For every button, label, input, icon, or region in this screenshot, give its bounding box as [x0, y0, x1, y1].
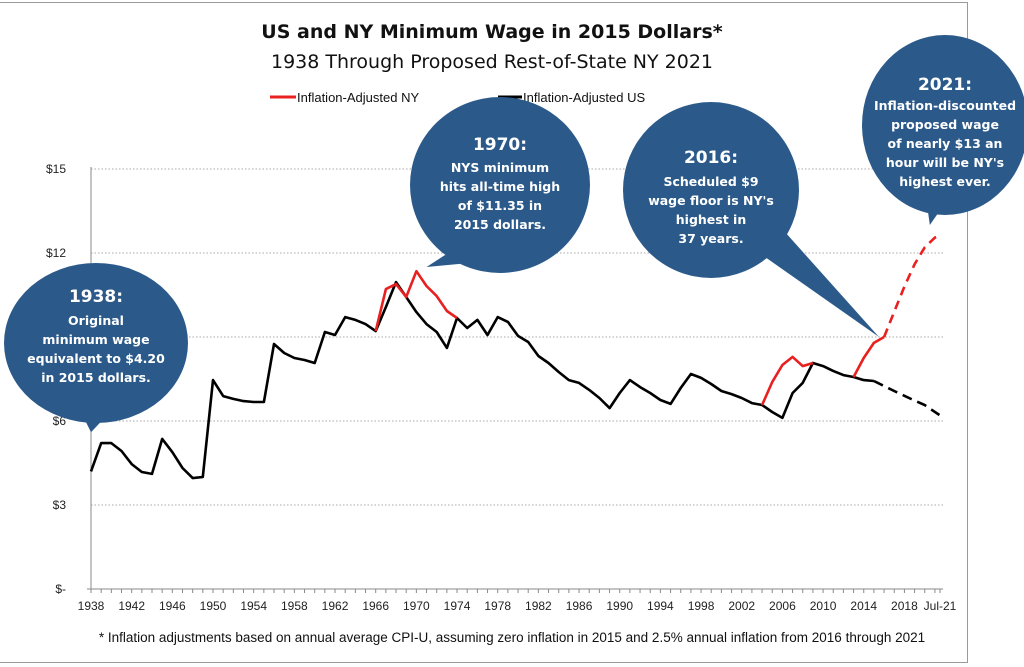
y-tick-label: $3 [53, 498, 67, 512]
footnote: * Inflation adjustments based on annual … [99, 630, 925, 645]
x-tick-label: Jul-21 [924, 599, 957, 613]
legend-label-us: Inflation-Adjusted US [523, 90, 645, 105]
x-tick-label: 2006 [769, 599, 796, 613]
x-tick-label: 1986 [566, 599, 593, 613]
callout-bubble-1970: 1970: NYS minimum hits all-time high of $11… [410, 97, 590, 273]
callout-bubble-2021: 2021: Inflation-discounted proposed wage of… [862, 35, 1024, 225]
ny-line [852, 335, 885, 378]
callout-heading: 1938: [69, 287, 123, 307]
x-tick-label: 1990 [606, 599, 633, 613]
callout-text: proposed wage [891, 117, 999, 132]
x-tick-label: 1946 [159, 599, 186, 613]
callout-pointer [755, 232, 879, 337]
callout-text: of nearly $13 an [888, 136, 1003, 151]
callout-text: equivalent to $4.20 [27, 351, 165, 366]
callout-body [410, 97, 590, 273]
callout-text: highest ever. [899, 174, 991, 189]
callout-text: 2015 dollars. [454, 217, 546, 232]
y-tick-label: $15 [46, 162, 66, 176]
callout-text: Original [68, 313, 124, 328]
callout-body [623, 102, 799, 278]
series [89, 234, 941, 480]
x-tick-label: 2002 [728, 599, 755, 613]
callout-bubble-1938: 1938: Original minimum wage equivalent to $… [4, 263, 188, 433]
x-tick-label: 1962 [322, 599, 349, 613]
x-tick-label: 1978 [484, 599, 511, 613]
callout-heading: 1970: [473, 135, 527, 155]
x-tick-label: 2010 [810, 599, 837, 613]
x-tick-label: 1970 [403, 599, 430, 613]
x-tick-label: 1950 [200, 599, 227, 613]
x-tick-label: 2018 [891, 599, 918, 613]
chart-subtitle: 1938 Through Proposed Rest-of-State NY 2… [271, 51, 713, 73]
callout-text: minimum wage [42, 332, 149, 347]
chart-frame [0, 2, 968, 663]
callout-text: highest in [676, 212, 746, 227]
callout-text: 37 years. [678, 231, 743, 246]
y-tick-label: $- [55, 582, 66, 596]
annotations: 1938: Original minimum wage equivalent to $… [4, 35, 1024, 433]
ny-line [760, 355, 814, 406]
callout-bubble-2016: 2016: Scheduled $9 wage floor is NY's highe… [623, 102, 879, 337]
callout-text: NYS minimum [451, 160, 549, 175]
x-tick-label: 1954 [240, 599, 267, 613]
callout-heading: 2021: [918, 75, 972, 95]
callout-text: in 2015 dollars. [41, 370, 151, 385]
x-tick-label: 1974 [444, 599, 471, 613]
ny-line [374, 269, 458, 332]
callout-body [862, 35, 1024, 215]
chart-title: US and NY Minimum Wage in 2015 Dollars* [261, 21, 722, 43]
callout-text: hour will be NY's [886, 155, 1004, 170]
callout-text: hits all-time high [440, 179, 560, 194]
callout-text: wage floor is NY's [648, 193, 774, 208]
x-tick-label: 1998 [688, 599, 715, 613]
callout-text: Scheduled $9 [663, 174, 758, 189]
x-tick-label: 1982 [525, 599, 552, 613]
x-tick-label: 1942 [118, 599, 145, 613]
callout-body [4, 263, 188, 423]
us-line [89, 280, 875, 480]
x-tick-label: 2014 [850, 599, 877, 613]
x-tick-label: 1966 [362, 599, 389, 613]
y-tick-label: $12 [46, 246, 66, 260]
ny-projected-line [882, 234, 941, 338]
callout-heading: 2016: [684, 148, 738, 168]
callout-text: of $11.35 in [458, 198, 542, 213]
callout-text: Inflation-discounted [874, 98, 1016, 113]
x-tick-label: 1938 [78, 599, 105, 613]
legend-label-ny: Inflation-Adjusted NY [297, 90, 419, 105]
x-tick-label: 1958 [281, 599, 308, 613]
legend: Inflation-Adjusted NY Inflation-Adjusted… [270, 90, 645, 105]
us-projected-line [873, 379, 941, 417]
x-tick-label: 1994 [647, 599, 674, 613]
callout-pointer [426, 255, 480, 267]
